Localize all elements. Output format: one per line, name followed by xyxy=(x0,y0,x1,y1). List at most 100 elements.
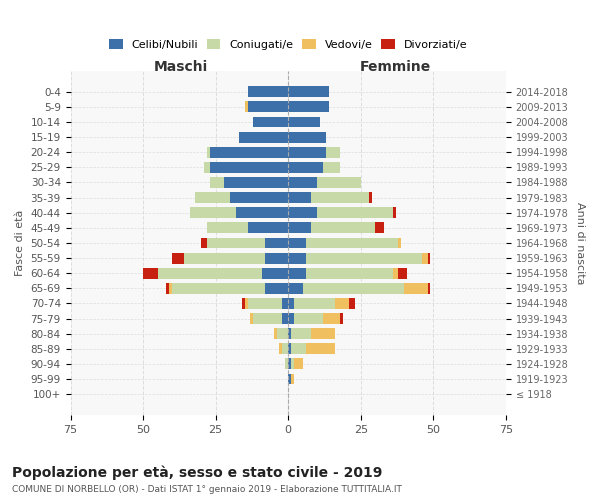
Bar xyxy=(196,192,230,203)
Bar xyxy=(288,268,305,278)
Bar xyxy=(172,252,184,264)
Bar xyxy=(239,132,288,142)
Bar xyxy=(294,358,303,370)
Bar xyxy=(248,298,283,309)
Bar xyxy=(398,238,401,248)
Bar xyxy=(428,252,430,264)
Bar xyxy=(288,208,317,218)
Bar xyxy=(277,328,288,339)
Bar xyxy=(392,268,398,278)
Bar xyxy=(288,86,329,97)
Bar xyxy=(288,358,291,370)
Bar xyxy=(305,252,422,264)
Bar xyxy=(392,208,395,218)
Bar xyxy=(335,298,349,309)
Bar xyxy=(265,238,288,248)
Bar xyxy=(288,328,291,339)
Bar xyxy=(340,313,343,324)
Y-axis label: Anni di nascita: Anni di nascita xyxy=(575,202,585,284)
Bar xyxy=(285,358,288,370)
Bar xyxy=(326,147,340,158)
Bar xyxy=(288,344,291,354)
Bar xyxy=(323,162,340,173)
Bar xyxy=(265,283,288,294)
Bar xyxy=(184,252,265,264)
Bar xyxy=(288,102,329,112)
Bar xyxy=(253,116,288,128)
Bar xyxy=(207,222,248,234)
Bar xyxy=(288,313,294,324)
Bar xyxy=(236,208,288,218)
Bar xyxy=(375,222,384,234)
Bar xyxy=(248,102,288,112)
Bar xyxy=(288,222,311,234)
Bar xyxy=(283,298,288,309)
Bar xyxy=(224,177,288,188)
Bar xyxy=(280,344,283,354)
Y-axis label: Fasce di età: Fasce di età xyxy=(15,210,25,276)
Text: Popolazione per età, sesso e stato civile - 2019: Popolazione per età, sesso e stato civil… xyxy=(12,465,382,479)
Bar xyxy=(288,162,323,173)
Bar xyxy=(245,102,248,112)
Bar xyxy=(323,313,340,324)
Bar xyxy=(288,116,320,128)
Bar xyxy=(245,298,248,309)
Bar xyxy=(288,177,317,188)
Bar xyxy=(248,86,288,97)
Bar xyxy=(370,192,373,203)
Bar xyxy=(274,328,277,339)
Bar xyxy=(190,208,236,218)
Bar xyxy=(422,252,428,264)
Bar xyxy=(291,358,294,370)
Bar xyxy=(288,238,305,248)
Bar xyxy=(294,313,323,324)
Bar xyxy=(311,222,375,234)
Bar xyxy=(250,313,253,324)
Bar xyxy=(305,238,398,248)
Bar xyxy=(305,344,335,354)
Bar xyxy=(158,268,262,278)
Bar xyxy=(210,162,288,173)
Bar xyxy=(398,268,407,278)
Bar xyxy=(242,298,245,309)
Bar xyxy=(283,344,288,354)
Bar xyxy=(253,313,283,324)
Bar xyxy=(288,192,311,203)
Bar xyxy=(288,252,305,264)
Bar xyxy=(291,344,305,354)
Bar xyxy=(210,147,288,158)
Bar xyxy=(210,177,224,188)
Bar xyxy=(204,162,210,173)
Bar xyxy=(166,283,169,294)
Legend: Celibi/Nubili, Coniugati/e, Vedovi/e, Divorziati/e: Celibi/Nubili, Coniugati/e, Vedovi/e, Di… xyxy=(105,35,472,54)
Text: Femmine: Femmine xyxy=(360,60,431,74)
Bar xyxy=(288,147,326,158)
Bar xyxy=(294,298,335,309)
Bar xyxy=(291,328,311,339)
Bar xyxy=(201,238,207,248)
Bar xyxy=(404,283,428,294)
Bar xyxy=(248,222,288,234)
Bar xyxy=(169,283,172,294)
Bar xyxy=(303,283,404,294)
Bar xyxy=(317,208,392,218)
Bar xyxy=(317,177,361,188)
Text: Maschi: Maschi xyxy=(154,60,208,74)
Bar xyxy=(311,192,370,203)
Bar xyxy=(288,298,294,309)
Bar xyxy=(288,374,291,384)
Bar xyxy=(311,328,335,339)
Bar xyxy=(283,313,288,324)
Bar xyxy=(288,283,303,294)
Bar xyxy=(143,268,158,278)
Bar xyxy=(207,147,210,158)
Text: COMUNE DI NORBELLO (OR) - Dati ISTAT 1° gennaio 2019 - Elaborazione TUTTITALIA.I: COMUNE DI NORBELLO (OR) - Dati ISTAT 1° … xyxy=(12,485,402,494)
Bar xyxy=(265,252,288,264)
Bar xyxy=(349,298,355,309)
Bar xyxy=(305,268,392,278)
Bar xyxy=(288,132,326,142)
Bar xyxy=(207,238,265,248)
Bar xyxy=(428,283,430,294)
Bar xyxy=(291,374,294,384)
Bar xyxy=(230,192,288,203)
